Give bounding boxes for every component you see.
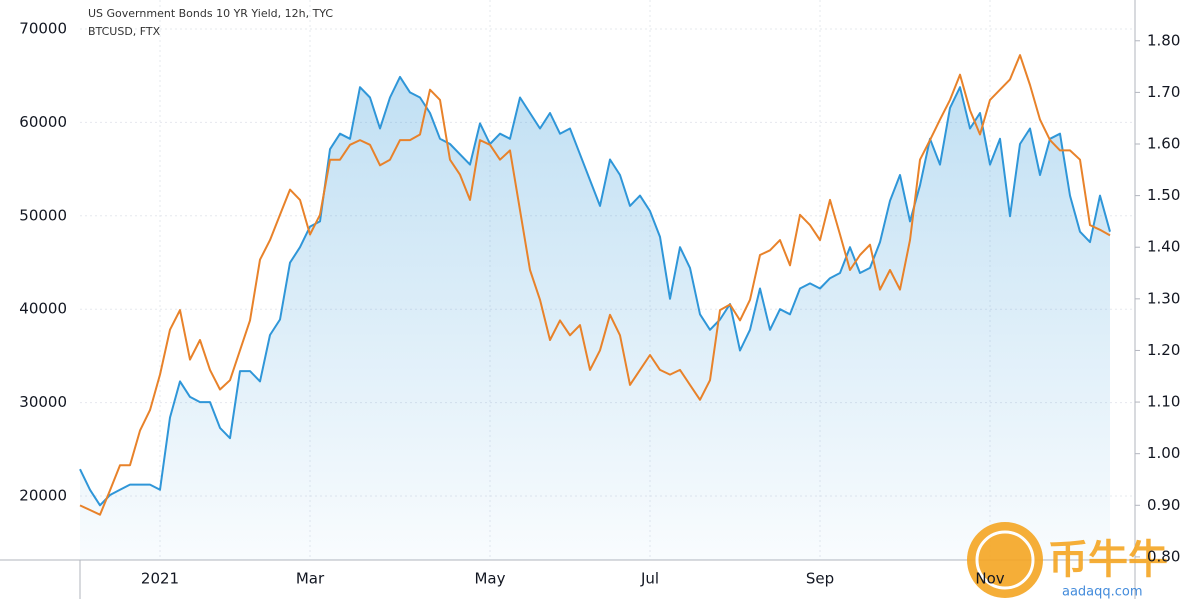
x-tick-label: 2021: [141, 570, 179, 588]
x-tick-label: Nov: [975, 570, 1004, 588]
y2-tick-label: 0.90: [1147, 496, 1180, 514]
y2-tick-label: 1.40: [1147, 238, 1180, 256]
line: [79, 75, 1111, 507]
y-tick-label: 30000: [19, 393, 67, 411]
y-tick-label: 40000: [19, 300, 67, 318]
y2-tick-label: 1.20: [1147, 341, 1180, 359]
area: [80, 76, 1110, 561]
x-tick-label: Sep: [806, 570, 834, 588]
y2-tick-label: 1.80: [1147, 31, 1180, 49]
watermark-title: 币牛牛: [1048, 537, 1168, 583]
watermark-subtitle: aadaqq.com: [1062, 585, 1143, 599]
legend-entry: BTCUSD, FTX: [88, 25, 161, 38]
y-tick-label: 20000: [19, 487, 67, 505]
x-tick-label: Mar: [296, 570, 325, 588]
legend-entry: US Government Bonds 10 YR Yield, 12h, TY…: [88, 7, 333, 20]
x-tick-label: May: [474, 570, 505, 588]
y2-tick-label: 1.70: [1147, 83, 1180, 101]
y2-tick-label: 1.30: [1147, 289, 1180, 307]
plot: [79, 0, 1135, 561]
y2-tick-label: 1.50: [1147, 186, 1180, 204]
y-tick-label: 50000: [19, 206, 67, 224]
y-tick-label: 70000: [19, 19, 67, 37]
line: [79, 54, 1111, 516]
y-tick-label: 60000: [19, 113, 67, 131]
watermark: 币牛牛 aadaqq.com: [967, 522, 1168, 599]
y2-tick-label: 0.80: [1147, 547, 1180, 565]
y2-tick-label: 1.10: [1147, 393, 1180, 411]
y2-tick-label: 1.60: [1147, 135, 1180, 153]
watermark-logo-ring: [975, 530, 1035, 590]
x-tick-label: Jul: [640, 570, 659, 588]
y2-tick-label: 1.00: [1147, 444, 1180, 462]
